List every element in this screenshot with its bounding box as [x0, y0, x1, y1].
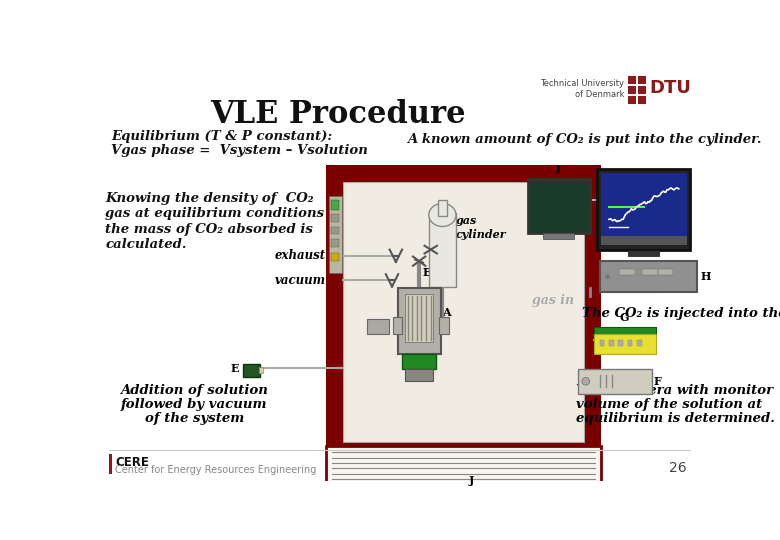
Bar [429, 213, 456, 287]
Text: Knowing the density of  CO₂: Knowing the density of CO₂ [105, 192, 314, 205]
Bar [399, 288, 441, 354]
Bar [658, 269, 673, 275]
Bar [594, 327, 655, 334]
Bar [331, 239, 339, 247]
Text: Vgas phase =  Vsystem – Vsolution: Vgas phase = Vsystem – Vsolution [112, 144, 368, 157]
Text: B: B [423, 267, 432, 278]
Bar [597, 168, 690, 249]
Ellipse shape [429, 204, 456, 226]
Bar [642, 269, 658, 275]
Bar [259, 367, 264, 373]
Bar [326, 446, 601, 492]
Text: vacuum: vacuum [275, 274, 326, 287]
Bar [402, 354, 436, 369]
Text: C: C [374, 321, 382, 329]
Text: gas
cylinder: gas cylinder [456, 215, 506, 240]
Bar [527, 179, 590, 233]
Bar [637, 340, 641, 346]
Bar [600, 261, 697, 292]
Bar [601, 173, 686, 238]
Bar [367, 319, 389, 334]
Text: G: G [620, 312, 629, 323]
Text: gas at equilibrium conditions: gas at equilibrium conditions [105, 207, 324, 220]
Bar [628, 340, 633, 346]
Text: exhaust: exhaust [275, 249, 326, 262]
Bar [329, 195, 342, 273]
Bar [609, 340, 614, 346]
Bar [109, 455, 112, 475]
Bar [629, 86, 636, 94]
Bar [600, 340, 604, 346]
Bar [629, 96, 636, 104]
Text: D: D [440, 319, 448, 328]
Text: Via a camera with monitor  the: Via a camera with monitor the [576, 384, 780, 397]
Text: DTU: DTU [649, 79, 691, 97]
Text: Addition of solution: Addition of solution [120, 384, 268, 397]
Text: D: D [393, 319, 402, 328]
Bar [326, 165, 601, 446]
Bar [629, 76, 636, 84]
Text: of the system: of the system [145, 412, 244, 425]
Bar [578, 369, 651, 394]
Bar [331, 200, 339, 210]
Text: E: E [231, 363, 239, 374]
Text: VLE Procedure: VLE Procedure [210, 99, 466, 131]
Text: I: I [556, 164, 562, 175]
Bar [639, 86, 646, 94]
Text: calculated.: calculated. [105, 238, 186, 251]
Text: followed by vacuum: followed by vacuum [121, 398, 268, 411]
Bar [343, 182, 584, 442]
Bar [594, 334, 655, 354]
Text: Center for Energy Resources Engineering: Center for Energy Resources Engineering [115, 465, 317, 475]
Text: CERE: CERE [115, 456, 149, 469]
Bar [405, 369, 433, 381]
Bar [629, 249, 659, 256]
Text: J: J [468, 475, 473, 486]
Text: The CO₂ is injected into the cell: The CO₂ is injected into the cell [582, 307, 780, 320]
Bar [405, 294, 433, 342]
Text: H: H [700, 271, 711, 282]
Bar [619, 340, 623, 346]
Bar [393, 318, 402, 334]
Text: A known amount of CO₂ is put into the cylinder.: A known amount of CO₂ is put into the cy… [407, 132, 762, 146]
Bar [438, 200, 447, 217]
Bar [639, 96, 646, 104]
Bar [543, 233, 574, 239]
Bar [619, 269, 635, 275]
Bar [243, 363, 261, 377]
Text: A: A [441, 307, 450, 319]
Text: Equilibrium (T & P constant):: Equilibrium (T & P constant): [112, 130, 333, 143]
Bar [331, 214, 339, 222]
Text: the mass of CO₂ absorbed is: the mass of CO₂ absorbed is [105, 222, 313, 235]
Bar [639, 76, 646, 84]
Text: volume of the solution at: volume of the solution at [576, 398, 763, 411]
Bar [331, 253, 339, 261]
Text: equilibrium is determined.: equilibrium is determined. [576, 412, 775, 425]
Circle shape [605, 274, 610, 279]
Bar [439, 318, 448, 334]
Text: gas in: gas in [532, 294, 574, 307]
Circle shape [582, 377, 590, 385]
Bar [601, 236, 686, 245]
Text: 26: 26 [669, 461, 686, 475]
Text: Technical University
of Denmark: Technical University of Denmark [541, 79, 625, 99]
Bar [331, 226, 339, 234]
Text: F: F [653, 376, 661, 387]
